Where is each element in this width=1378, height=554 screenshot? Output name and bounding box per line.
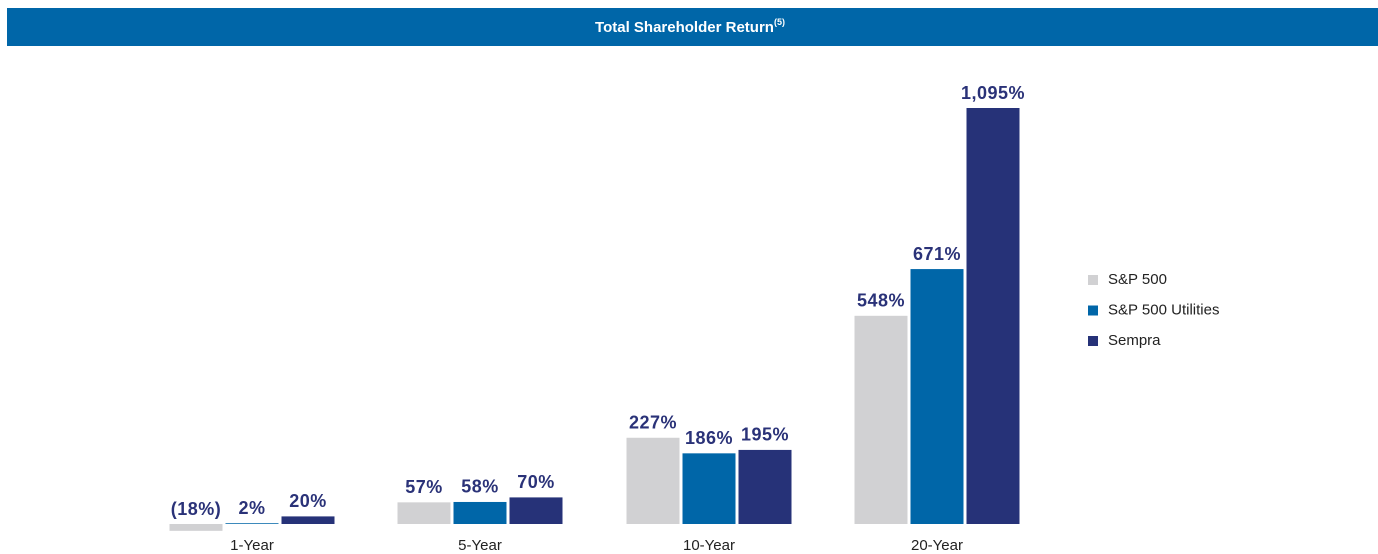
x-tick-label: 10-Year — [683, 537, 735, 554]
value-label: 20% — [289, 491, 327, 511]
title-banner — [7, 8, 1378, 46]
value-label: 227% — [629, 413, 677, 433]
value-label: 70% — [517, 472, 555, 492]
legend-label: Sempra — [1108, 332, 1161, 349]
bar — [281, 516, 335, 524]
value-label: 58% — [461, 477, 499, 497]
x-tick-label: 1-Year — [230, 537, 274, 554]
legend-swatch — [1088, 305, 1098, 316]
bar — [854, 315, 908, 524]
bar — [626, 437, 680, 524]
bar — [509, 497, 563, 524]
bar — [682, 453, 736, 524]
value-label: 548% — [857, 291, 905, 311]
bar — [169, 524, 223, 531]
bar — [397, 502, 451, 524]
x-tick-label: 5-Year — [458, 537, 502, 554]
value-label: 57% — [405, 477, 443, 497]
value-label: (18%) — [171, 499, 222, 519]
legend-swatch — [1088, 275, 1098, 285]
bar — [453, 501, 507, 524]
legend-swatch — [1088, 336, 1098, 346]
bar — [225, 523, 279, 524]
legend-label: S&P 500 Utilities — [1108, 301, 1219, 318]
bar — [910, 269, 964, 524]
value-label: 1,095% — [961, 83, 1025, 103]
chart-title: Total Shareholder Return(5) — [595, 17, 785, 36]
value-label: 671% — [913, 244, 961, 264]
title-text: Total Shareholder Return — [595, 19, 774, 36]
title-note: (5) — [774, 17, 785, 27]
value-label: 2% — [238, 498, 265, 518]
value-label: 186% — [685, 428, 733, 448]
bar — [738, 449, 792, 524]
legend-label: S&P 500 — [1108, 271, 1167, 288]
bar — [966, 108, 1020, 524]
value-label: 195% — [741, 425, 789, 445]
x-tick-label: 20-Year — [911, 537, 963, 554]
